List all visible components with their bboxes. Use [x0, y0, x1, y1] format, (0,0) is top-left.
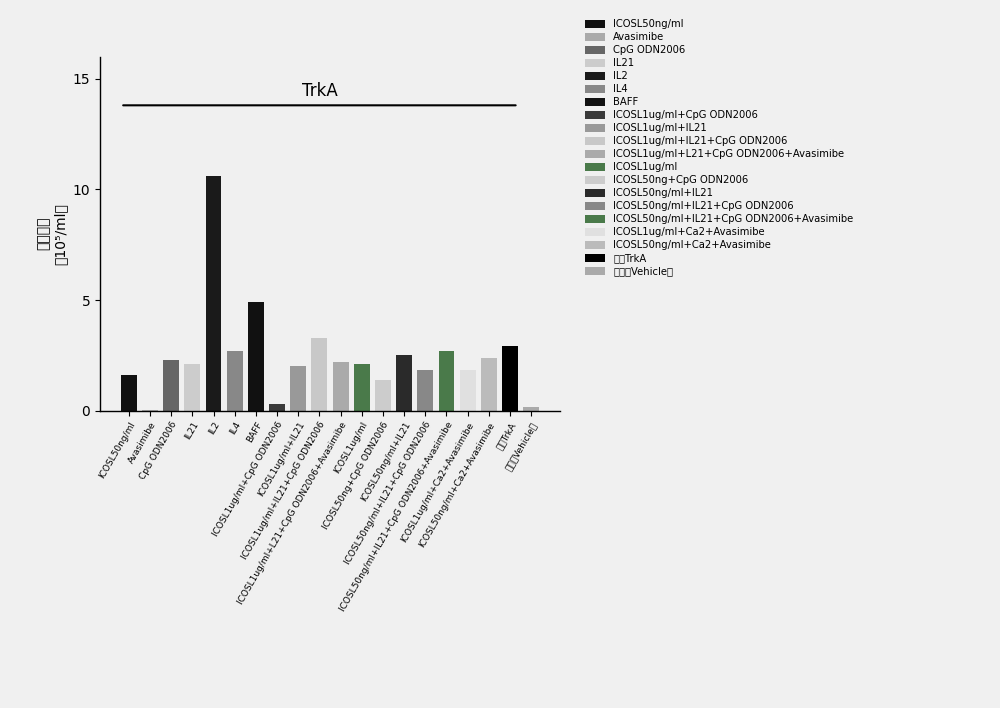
Bar	[269, 404, 285, 411]
Y-axis label: 细胞密度
（10⁵/ml）: 细胞密度 （10⁵/ml）	[37, 202, 67, 265]
Bar	[481, 358, 497, 411]
Bar	[375, 379, 391, 411]
Bar	[523, 407, 539, 411]
Bar	[248, 302, 264, 411]
Bar	[227, 351, 243, 411]
Bar	[502, 346, 518, 411]
Bar	[121, 375, 137, 411]
Bar	[206, 176, 221, 411]
Bar	[354, 364, 370, 411]
Text: TrkA: TrkA	[302, 82, 337, 100]
Bar	[396, 355, 412, 411]
Bar	[311, 338, 327, 411]
Bar	[290, 367, 306, 411]
Bar	[184, 364, 200, 411]
Bar	[460, 370, 476, 411]
Bar	[333, 362, 349, 411]
Bar	[417, 370, 433, 411]
Legend: ICOSL50ng/ml, Avasimibe, CpG ODN2006, IL21, IL2, IL4, BAFF, ICOSL1ug/ml+CpG ODN2: ICOSL50ng/ml, Avasimibe, CpG ODN2006, IL…	[585, 19, 853, 276]
Bar	[142, 409, 158, 411]
Bar	[163, 360, 179, 411]
Bar	[439, 351, 454, 411]
